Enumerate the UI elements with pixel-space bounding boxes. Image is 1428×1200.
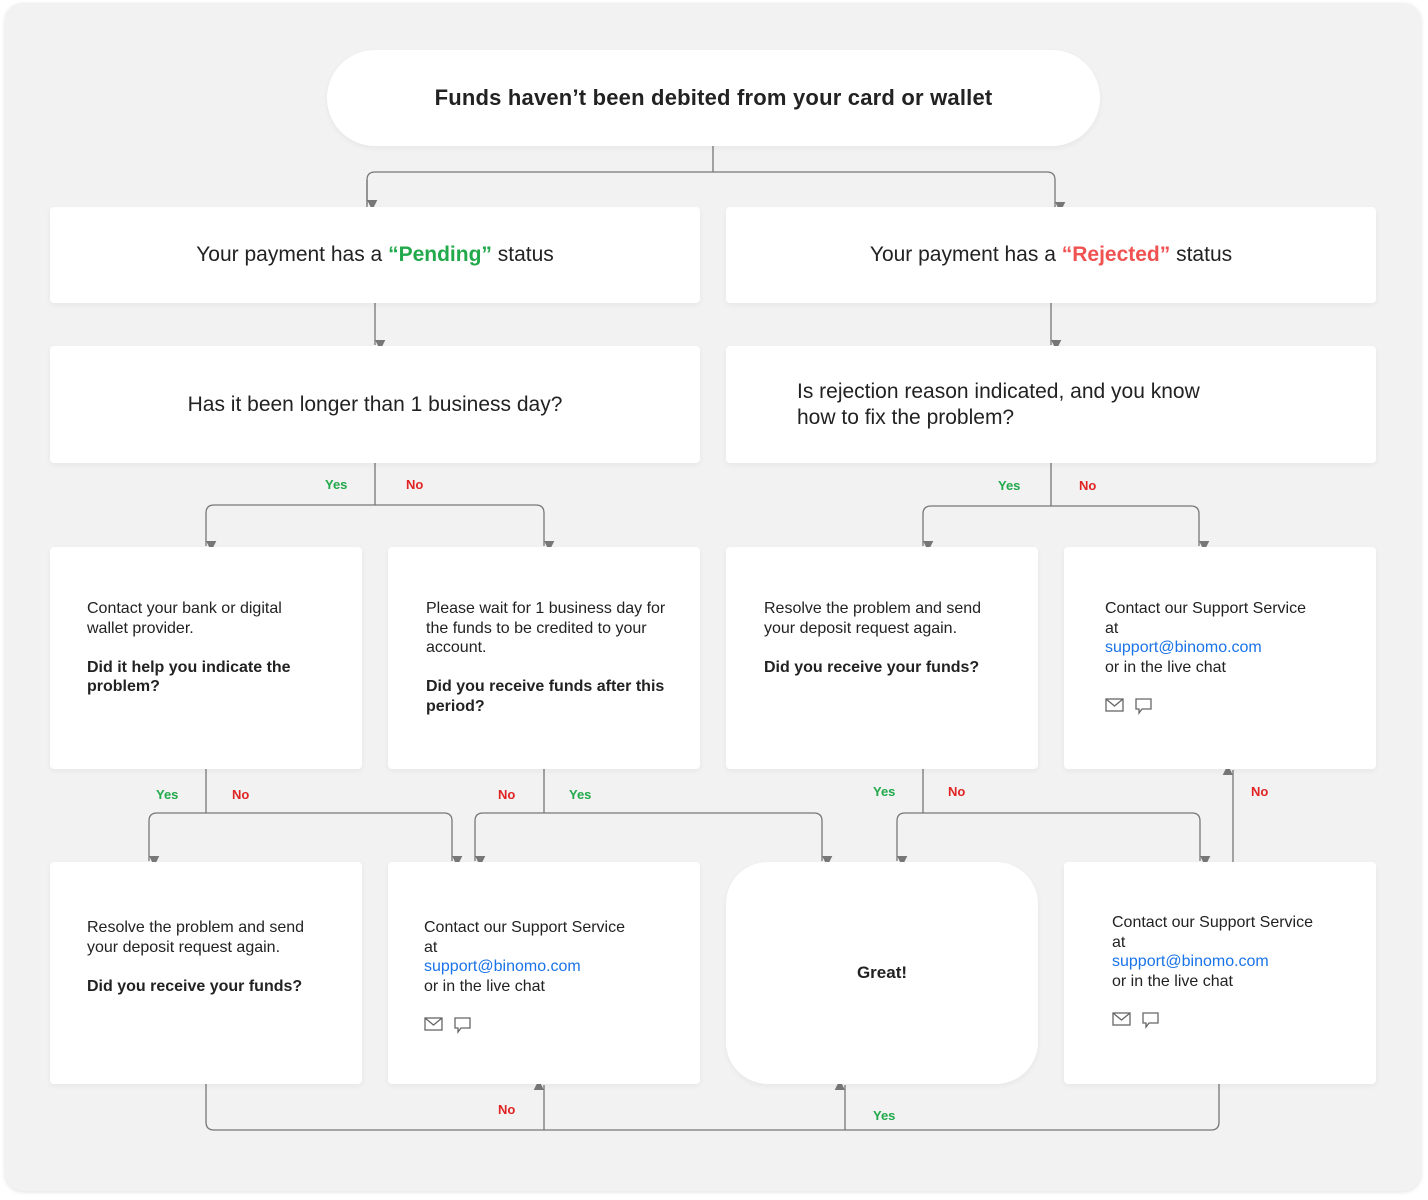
no-label: No (1079, 478, 1097, 493)
node-question: Did you receive your funds? (87, 977, 303, 995)
node-text: Please wait for 1 business day for the f… (426, 600, 666, 656)
mail-icon[interactable] (1112, 1011, 1131, 1035)
connector (366, 146, 1055, 207)
node-question: Did you receive your funds? (764, 658, 980, 676)
chat-icon[interactable] (1141, 1011, 1160, 1035)
rejected-pre: Your payment has a (869, 243, 1062, 266)
question-line: how to fix the problem? (797, 405, 1015, 429)
yes-label: Yes (873, 1108, 896, 1123)
great-node: Great! (726, 862, 1038, 1084)
support-node-top: Contact our Support Service at support@b… (1064, 547, 1376, 769)
connector (931, 463, 1199, 546)
wait-node: Please wait for 1 business day for the f… (388, 547, 700, 769)
support-node-middle: Contact our Support Service at support@b… (388, 862, 700, 1084)
support-email-link[interactable]: support@binomo.com (424, 958, 581, 975)
connector (205, 504, 217, 552)
resolve-node-left: Resolve the problem and send your deposi… (50, 862, 362, 1084)
connector (905, 769, 1200, 861)
support-email-link[interactable]: support@binomo.com (1112, 953, 1269, 970)
connector (214, 463, 544, 546)
mail-icon[interactable] (424, 1016, 443, 1040)
node-text: Contact your bank or digital wallet prov… (87, 600, 282, 637)
pending-question-node: Has it been longer than 1 business day? (50, 346, 700, 463)
node-text: Resolve the problem and send your deposi… (87, 919, 305, 956)
title-node: Funds haven’t been debited from your car… (327, 50, 1100, 146)
resolve-node-right: Resolve the problem and send your deposi… (726, 547, 1038, 769)
no-label: No (1251, 784, 1269, 799)
connector (157, 769, 452, 861)
chat-icon[interactable] (453, 1016, 472, 1040)
no-label: No (498, 1102, 516, 1117)
node-text: Contact our Support Service at (1112, 914, 1313, 951)
support-email-link[interactable]: support@binomo.com (1105, 639, 1262, 656)
connector (483, 769, 822, 861)
node-question: Did you receive funds after this period? (426, 678, 665, 715)
no-label: No (498, 787, 516, 802)
yes-label: Yes (325, 477, 348, 492)
node-text: Contact our Support Service at (424, 919, 625, 956)
yes-label: Yes (569, 787, 592, 802)
connector (896, 812, 908, 867)
no-label: No (406, 477, 424, 492)
chat-icon[interactable] (1134, 697, 1153, 721)
node-text: Contact our Support Service at (1105, 600, 1306, 637)
question-line: Is rejection reason indicated, and you k… (797, 379, 1200, 403)
pending-post: status (491, 243, 554, 266)
rejected-status-node: Your payment has a “Rejected” status (726, 207, 1376, 303)
yes-label: Yes (998, 478, 1021, 493)
node-text: or in the live chat (1105, 658, 1226, 676)
node-text: or in the live chat (1112, 972, 1233, 990)
mail-icon[interactable] (1105, 697, 1124, 721)
no-label: No (948, 784, 966, 799)
connector (205, 1084, 1220, 1131)
no-label: No (232, 787, 250, 802)
contact-bank-node: Contact your bank or digital wallet prov… (50, 547, 362, 769)
connector (148, 812, 160, 867)
yes-label: Yes (873, 784, 896, 799)
rejected-question-node: Is rejection reason indicated, and you k… (726, 346, 1376, 463)
node-question: Did it help you indicate the problem? (87, 658, 291, 696)
connector (922, 505, 934, 552)
connector (474, 812, 486, 867)
node-text: Resolve the problem and send your deposi… (764, 600, 982, 637)
yes-label: Yes (156, 787, 179, 802)
rejected-post: status (1170, 243, 1233, 266)
rejected-status: “Rejected” (1061, 243, 1171, 266)
node-text: or in the live chat (424, 977, 545, 995)
pending-status-node: Your payment has a “Pending” status (50, 207, 700, 303)
support-node-bottom: Contact our Support Service at support@b… (1064, 862, 1376, 1084)
pending-status: “Pending” (388, 243, 492, 266)
pending-pre: Your payment has a (196, 243, 389, 266)
